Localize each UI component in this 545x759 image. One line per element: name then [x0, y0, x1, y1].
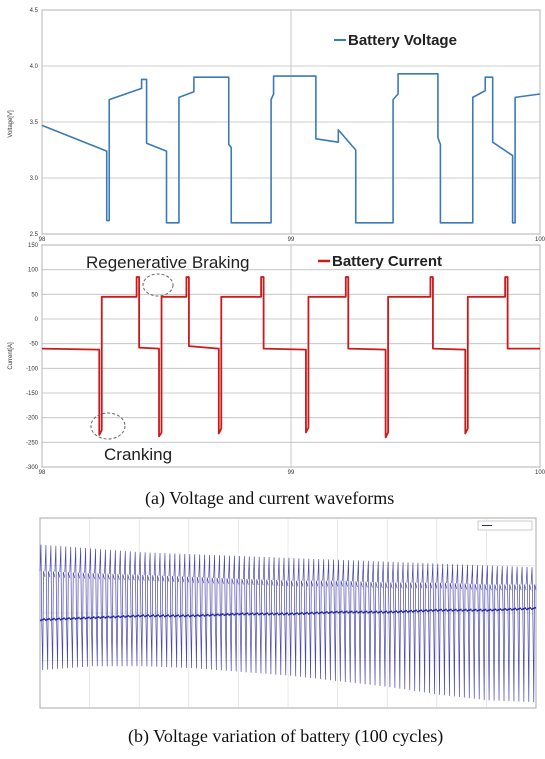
- cranking-annotation: Cranking: [104, 445, 172, 464]
- y-tick-label: -300: [26, 465, 39, 471]
- x-tick-label: 98: [39, 237, 46, 243]
- cycles-chart: [39, 517, 537, 709]
- cycles-voltage-trace: [39, 544, 537, 703]
- regenerative-braking-marker: [142, 273, 174, 297]
- x-tick-label: 100: [535, 237, 545, 243]
- y-tick-label: 3.0: [30, 176, 39, 182]
- voltage-y-axis-label: Voltage[V]: [8, 110, 14, 138]
- current-gridlines: [41, 244, 541, 468]
- current-legend: Battery Current: [318, 253, 442, 270]
- cycles-lower-band: [39, 606, 537, 622]
- battery-voltage-series-line: [41, 73, 541, 224]
- y-tick-label: -100: [26, 366, 39, 372]
- voltage-x-ticks: 98 99 100: [39, 237, 545, 243]
- voltage-y-ticks: 2.5 3.0 3.5 4.0 4.5: [30, 8, 39, 238]
- current-legend-label: Battery Current: [332, 253, 442, 270]
- x-tick-label: 98: [39, 470, 46, 476]
- y-tick-label: 100: [28, 268, 39, 274]
- y-tick-label: -50: [29, 342, 38, 348]
- voltage-chart: 2.5 3.0 3.5 4.0 4.5 98 99 100 Voltage[V] Batte…: [8, 8, 545, 243]
- regenerative-braking-annotation: Regenerative Braking: [86, 253, 249, 272]
- voltage-legend: Battery Voltage: [334, 32, 457, 49]
- y-tick-label: 50: [31, 292, 38, 298]
- y-tick-label: 4.0: [30, 64, 39, 70]
- current-chart: -300 -250 -200 -150 -100 -50 0 50 100 150 98 99 100…: [8, 243, 545, 476]
- x-tick-label: 99: [288, 237, 295, 243]
- y-tick-label: -150: [26, 391, 39, 397]
- x-tick-label: 99: [288, 470, 295, 476]
- y-tick-label: -250: [26, 440, 39, 446]
- voltage-legend-label: Battery Voltage: [348, 32, 457, 49]
- y-tick-label: 2.5: [30, 232, 39, 238]
- y-tick-label: -200: [26, 416, 39, 422]
- current-y-ticks: -300 -250 -200 -150 -100 -50 0 50 100 150: [26, 243, 39, 471]
- voltage-gridlines: [41, 9, 541, 235]
- current-x-ticks: 98 99 100: [39, 470, 545, 476]
- caption-a: (a) Voltage and current waveforms: [145, 488, 395, 508]
- current-y-axis-label: Current[A]: [8, 342, 14, 370]
- y-tick-label: 0: [35, 317, 39, 323]
- caption-b: (b) Voltage variation of battery (100 cy…: [128, 726, 444, 746]
- y-tick-label: 3.5: [30, 120, 39, 126]
- cycles-legend-box: [477, 520, 533, 531]
- y-tick-label: 4.5: [30, 8, 39, 14]
- battery-current-series-line: [41, 276, 540, 439]
- cranking-marker: [90, 412, 126, 440]
- x-tick-label: 100: [535, 470, 545, 476]
- y-tick-label: 150: [28, 243, 39, 249]
- cycles-series-line: [39, 544, 537, 703]
